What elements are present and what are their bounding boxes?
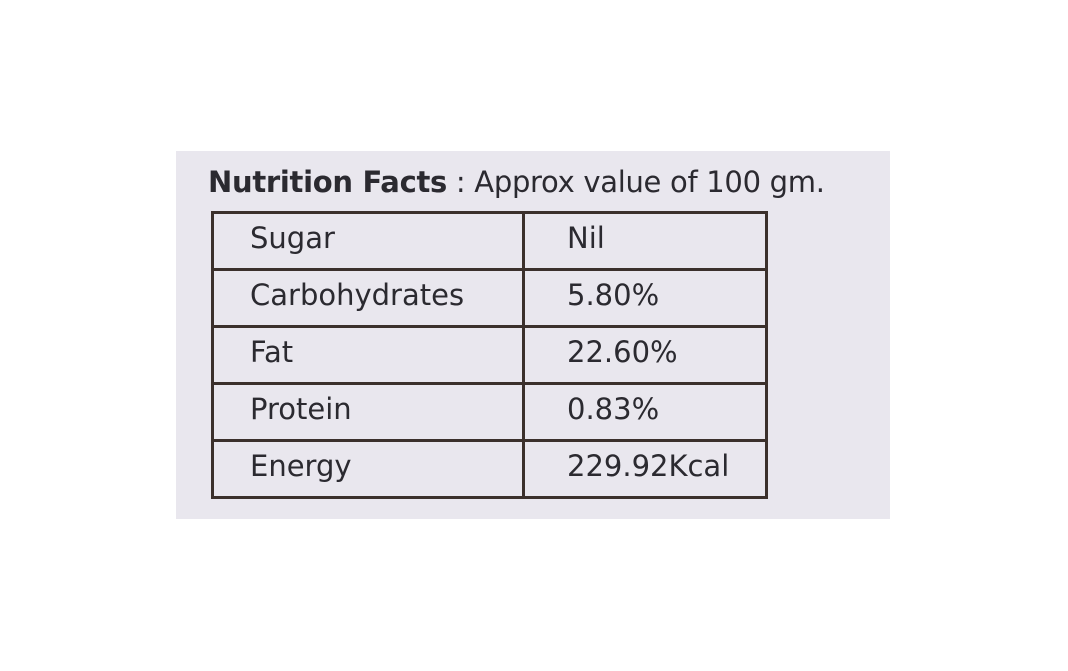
title-bold: Nutrition Facts — [208, 165, 447, 199]
table-row: Protein 0.83% — [211, 382, 768, 442]
nutrient-value: 0.83% — [522, 382, 768, 442]
nutrition-table: Sugar Nil Carbohydrates 5.80% Fat 22.60% Prote… — [211, 211, 768, 499]
table-row: Energy 229.92Kcal — [211, 439, 768, 499]
label-panel: Nutrition Facts : Approx value of 100 gm… — [176, 151, 890, 519]
nutrient-value: 5.80% — [522, 268, 768, 328]
title: Nutrition Facts : Approx value of 100 gm… — [208, 165, 825, 199]
table-row: Carbohydrates 5.80% — [211, 268, 768, 328]
nutrient-value: 229.92Kcal — [522, 439, 768, 499]
nutrient-name: Protein — [211, 382, 525, 442]
table-row: Fat 22.60% — [211, 325, 768, 385]
nutrient-name: Carbohydrates — [211, 268, 525, 328]
nutrient-name: Sugar — [211, 211, 525, 271]
nutrient-name: Energy — [211, 439, 525, 499]
nutrient-value: Nil — [522, 211, 768, 271]
table-row: Sugar Nil — [211, 211, 768, 271]
nutrient-name: Fat — [211, 325, 525, 385]
title-rest: : Approx value of 100 gm. — [455, 165, 825, 199]
nutrient-value: 22.60% — [522, 325, 768, 385]
